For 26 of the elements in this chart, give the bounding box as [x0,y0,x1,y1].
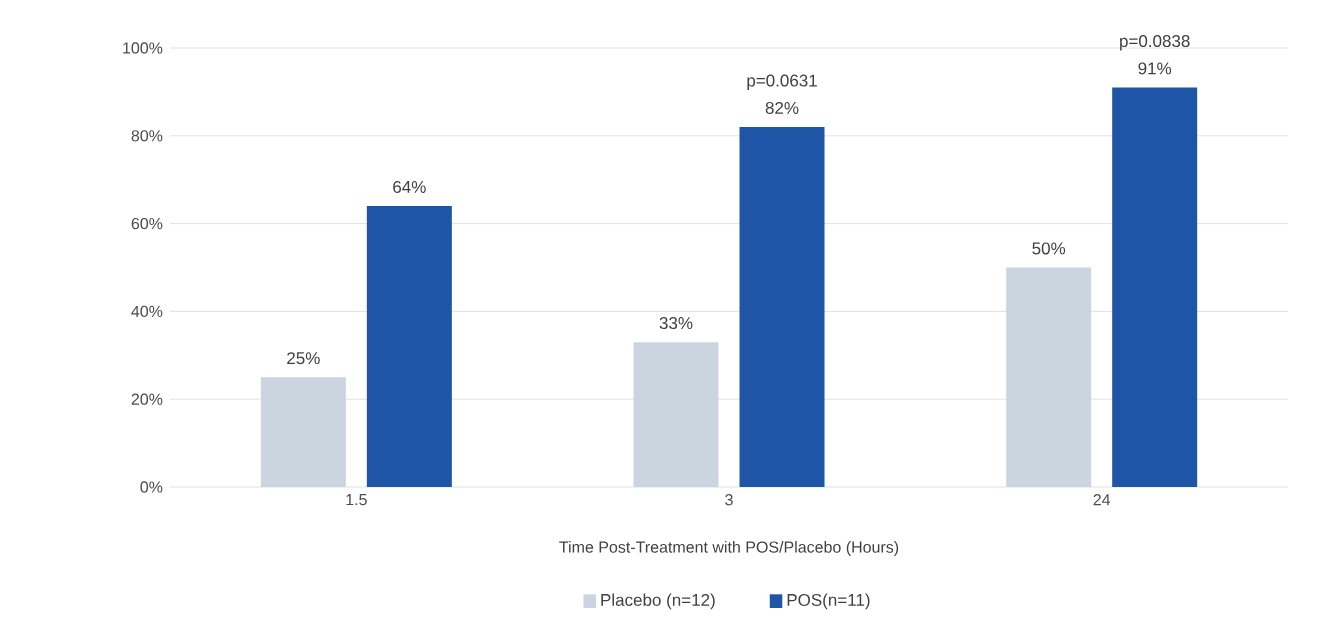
y-tick-label: 100% [123,42,163,54]
bar [1006,267,1092,487]
annotation: p=0.0838 [1120,35,1190,51]
data-label: 91% [1138,62,1172,75]
bar [366,206,452,487]
y-tick-label: 40% [131,305,163,318]
y-tick-label: 60% [131,217,163,230]
x-tick-label: 24 [1093,494,1111,506]
y-tick-label: 0% [140,481,163,493]
y-tick-label: 20% [131,393,163,405]
bar [260,377,346,487]
y-tick-label: 80% [131,130,163,142]
bar [1112,87,1198,487]
x-axis-title: Time Post-Treatment with POS/Placebo (Hours) [559,541,899,556]
data-label: 50% [1032,242,1066,255]
bar [633,342,719,487]
bar [739,127,825,487]
data-label: 82% [765,101,799,114]
annotation: p=0.0631 [747,74,817,90]
legend-label: Placebo (n=12) [601,593,715,610]
data-label: 25% [287,352,320,365]
x-tick-label: 1.5 [346,494,367,506]
data-label: 33% [659,317,693,330]
legend-label: POS(n=11) [787,593,870,610]
x-tick-label: 3 [725,494,733,506]
data-label: 64% [393,180,426,193]
